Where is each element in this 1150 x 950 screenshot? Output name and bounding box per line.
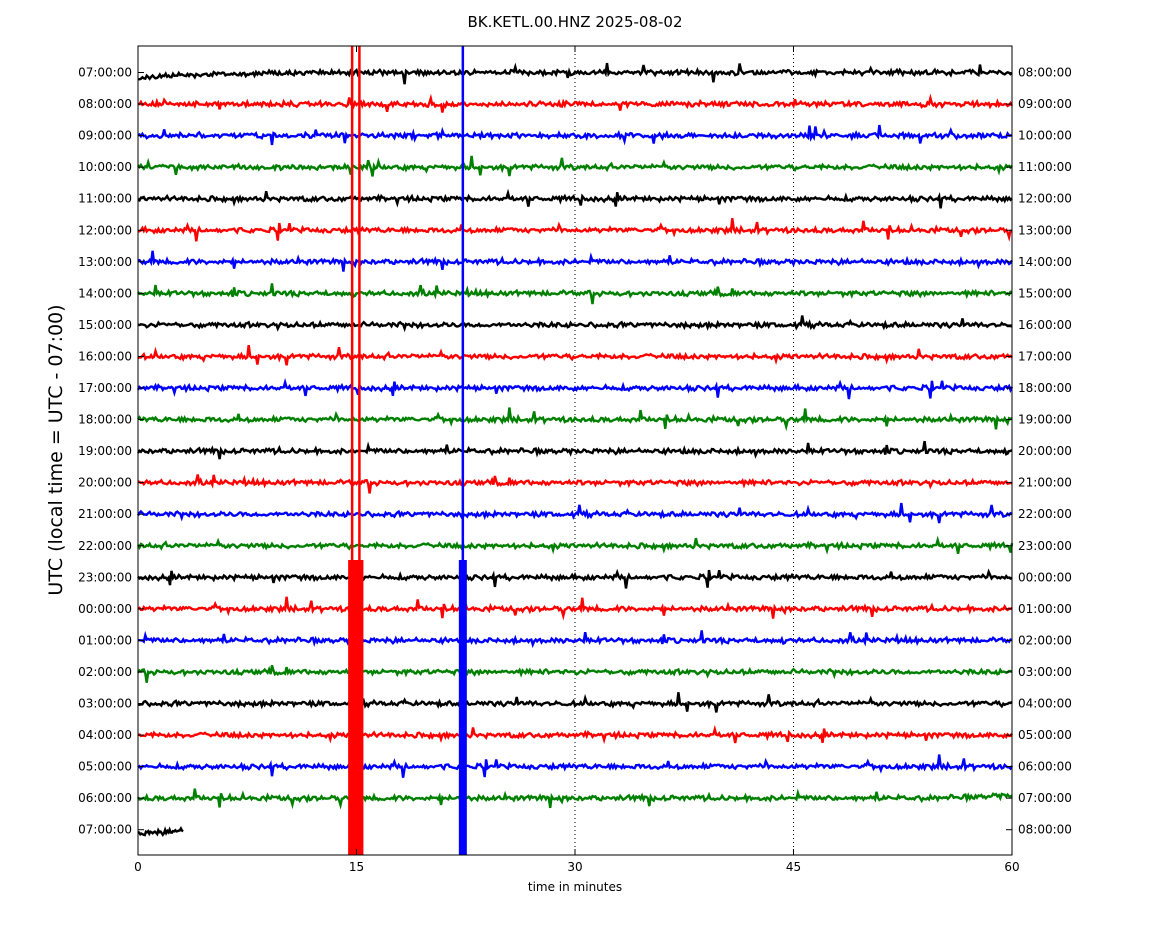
- trace-line: [137, 124, 1013, 146]
- trace-line: [136, 502, 1013, 524]
- chart-title: BK.KETL.00.HNZ 2025-08-02: [467, 13, 682, 31]
- trace-line: [137, 283, 1013, 305]
- y-tick-label-left: 13:00:00: [78, 255, 132, 269]
- trace-line: [137, 315, 1013, 333]
- y-tick-label-left: 19:00:00: [78, 444, 132, 458]
- y-tick-label-right: 09:00:00: [1018, 97, 1072, 111]
- x-tick-label: 15: [349, 860, 364, 874]
- trace-line: [137, 724, 1014, 745]
- y-tick-label-left: 00:00:00: [78, 602, 132, 616]
- y-tick-label-left: 08:00:00: [78, 97, 132, 111]
- trace-line: [137, 692, 1013, 713]
- event-burst: [355, 560, 364, 855]
- event-burst: [348, 560, 357, 855]
- axis-ticks: 07:00:00 08:00:00 08:00:00 09:00:00 09:00:00…: [78, 46, 1072, 874]
- trace-line: [137, 407, 1013, 432]
- y-axis-label: UTC (local time = UTC - 07:00): [45, 304, 67, 595]
- y-tick-label-left: 20:00:00: [78, 476, 132, 490]
- trace-line: [137, 62, 1013, 85]
- trace-line: [137, 188, 1013, 209]
- trace-group: [136, 62, 1014, 837]
- y-tick-label-right: 22:00:00: [1018, 507, 1072, 521]
- y-tick-label-left: 07:00:00: [78, 66, 132, 80]
- y-tick-label-left: 16:00:00: [78, 349, 132, 363]
- y-tick-label-right: 17:00:00: [1018, 349, 1072, 363]
- y-tick-label-right: 19:00:00: [1018, 413, 1072, 427]
- trace-line: [137, 345, 1013, 366]
- y-tick-label-left: 17:00:00: [78, 381, 132, 395]
- y-tick-label-right: 01:00:00: [1018, 602, 1072, 616]
- trace-line: [137, 155, 1013, 177]
- y-tick-label-left: 07:00:00: [78, 823, 132, 837]
- y-tick-label-right: 06:00:00: [1018, 760, 1072, 774]
- x-tick-label: 60: [1004, 860, 1019, 874]
- y-tick-label-left: 11:00:00: [78, 192, 132, 206]
- y-tick-label-left: 09:00:00: [78, 129, 132, 143]
- y-tick-label-left: 18:00:00: [78, 413, 132, 427]
- y-tick-label-right: 03:00:00: [1018, 665, 1072, 679]
- y-tick-label-right: 15:00:00: [1018, 286, 1072, 300]
- trace-line: [136, 377, 1014, 400]
- y-tick-label-right: 11:00:00: [1018, 160, 1072, 174]
- x-axis-label: time in minutes: [528, 880, 622, 894]
- y-tick-label-right: 14:00:00: [1018, 255, 1072, 269]
- trace-line: [137, 218, 1013, 242]
- y-tick-label-right: 20:00:00: [1018, 444, 1072, 458]
- trace-line: [137, 664, 1013, 683]
- y-tick-label-right: 10:00:00: [1018, 129, 1072, 143]
- y-tick-label-left: 01:00:00: [78, 633, 132, 647]
- trace-line: [137, 754, 1014, 778]
- x-tick-label: 30: [567, 860, 582, 874]
- trace-line: [136, 535, 1014, 555]
- y-tick-label-right: 02:00:00: [1018, 633, 1072, 647]
- y-tick-label-left: 04:00:00: [78, 728, 132, 742]
- y-tick-label-left: 22:00:00: [78, 539, 132, 553]
- trace-line: [137, 93, 1014, 113]
- y-tick-label-right: 16:00:00: [1018, 318, 1072, 332]
- y-tick-label-right: 08:00:00: [1018, 823, 1072, 837]
- trace-line: [138, 630, 1013, 649]
- trace-line: [137, 440, 1013, 460]
- y-tick-label-left: 12:00:00: [78, 223, 132, 237]
- y-tick-label-left: 23:00:00: [78, 570, 132, 584]
- y-tick-label-right: 23:00:00: [1018, 539, 1072, 553]
- y-tick-label-left: 21:00:00: [78, 507, 132, 521]
- y-tick-label-right: 05:00:00: [1018, 728, 1072, 742]
- trace-line: [137, 250, 1014, 272]
- y-tick-label-right: 07:00:00: [1018, 791, 1072, 805]
- y-tick-label-right: 08:00:00: [1018, 66, 1072, 80]
- y-tick-label-left: 15:00:00: [78, 318, 132, 332]
- event-overlays: [348, 46, 467, 855]
- y-tick-label-right: 00:00:00: [1018, 570, 1072, 584]
- y-tick-label-right: 12:00:00: [1018, 192, 1072, 206]
- y-tick-label-right: 18:00:00: [1018, 381, 1072, 395]
- trace-line: [137, 826, 184, 837]
- y-tick-label-right: 13:00:00: [1018, 223, 1072, 237]
- trace-line: [137, 596, 1013, 621]
- y-tick-label-right: 04:00:00: [1018, 697, 1072, 711]
- x-tick-label: 0: [134, 860, 142, 874]
- y-tick-label-right: 21:00:00: [1018, 476, 1072, 490]
- x-tick-label: 45: [786, 860, 801, 874]
- y-tick-label-left: 02:00:00: [78, 665, 132, 679]
- y-tick-label-left: 10:00:00: [78, 160, 132, 174]
- event-burst: [458, 560, 467, 855]
- trace-line: [137, 568, 1013, 589]
- y-tick-label-left: 05:00:00: [78, 760, 132, 774]
- trace-line: [136, 786, 1013, 810]
- y-tick-label-left: 14:00:00: [78, 286, 132, 300]
- y-tick-label-left: 06:00:00: [78, 791, 132, 805]
- trace-line: [137, 474, 1013, 494]
- y-tick-label-left: 03:00:00: [78, 697, 132, 711]
